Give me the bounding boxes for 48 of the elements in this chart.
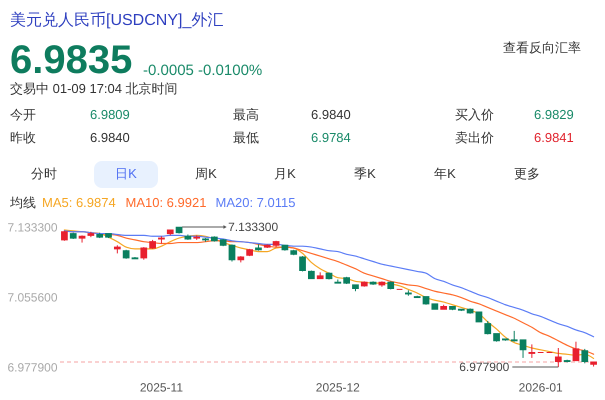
text: 6.9840 — [311, 107, 351, 122]
candlestick — [140, 246, 148, 260]
candlestick — [554, 347, 562, 368]
text: 年K — [434, 166, 456, 181]
text: 6.9841 — [534, 130, 574, 145]
text: 6.9809 — [90, 107, 130, 122]
text: 美元兑人民币[USDCNY]_外汇 — [10, 11, 224, 29]
candlestick — [228, 244, 236, 262]
annotation: 7.133300 — [228, 220, 278, 234]
candlestick — [528, 344, 536, 358]
y-tick-label: 7.133300 — [7, 220, 58, 234]
text: 6.9829 — [534, 107, 574, 122]
text: 更多 — [514, 166, 540, 181]
x-tick-label: 2025-12 — [316, 380, 360, 394]
text: 最高 — [233, 107, 259, 122]
text: 分时 — [31, 166, 57, 181]
candlestick — [299, 256, 306, 272]
legend-title: 均线 — [9, 195, 36, 210]
candlestick — [572, 341, 580, 362]
annotation: 6.977900 — [459, 360, 510, 374]
text: 季K — [354, 166, 376, 181]
candlestick — [61, 230, 68, 242]
text: 最低 — [233, 130, 259, 145]
text: 6.9840 — [90, 130, 130, 145]
text: 6.9835 — [10, 38, 132, 82]
y-tick-label: 7.055600 — [7, 290, 58, 304]
x-tick-label: 2025-11 — [140, 380, 184, 394]
candlestick — [149, 239, 156, 250]
text: 周K — [195, 166, 218, 181]
text: -0.0005 -0.0100% — [143, 62, 262, 79]
text: 6.9784 — [311, 130, 351, 145]
text: 卖出价 — [455, 130, 494, 145]
text: 昨收 — [10, 130, 36, 145]
x-tick-label: 2026-01 — [518, 380, 564, 394]
text: 查看反向汇率 — [503, 40, 581, 55]
candlestick — [581, 348, 588, 364]
text: 日K — [115, 166, 138, 181]
text: 今开 — [10, 107, 36, 122]
text: 交易中 01-09 17:04 北京时间 — [10, 81, 178, 96]
candlestick — [476, 311, 482, 322]
text: 月K — [274, 166, 296, 181]
candlestick — [484, 320, 492, 335]
y-tick-label: 6.977900 — [7, 360, 58, 374]
text: 买入价 — [455, 107, 494, 122]
text: MA5: 6.9874 — [42, 195, 116, 210]
candlestick — [520, 339, 526, 358]
text: MA20: 7.0115 — [216, 195, 296, 210]
text: MA10: 6.9921 — [126, 195, 206, 210]
